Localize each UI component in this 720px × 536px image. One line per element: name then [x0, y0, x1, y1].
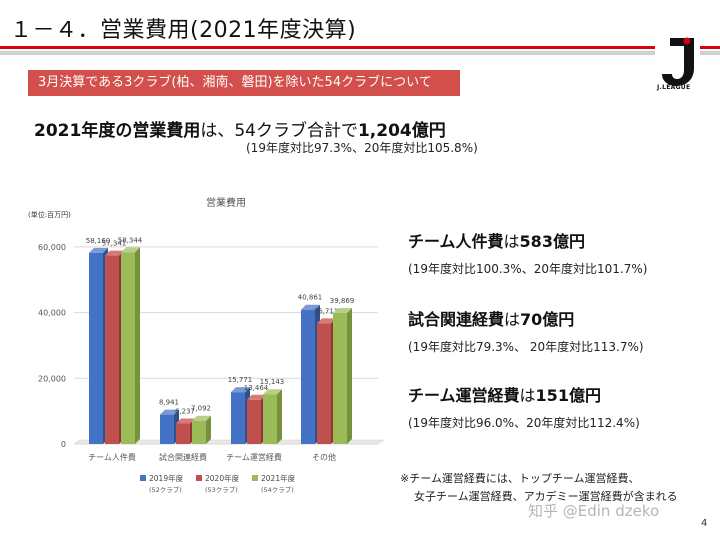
legend-note: (53クラブ) [205, 485, 238, 494]
jleague-logo [656, 34, 700, 90]
legend-swatch [252, 475, 258, 481]
data-label: 15,143 [260, 378, 285, 386]
bar-top [247, 394, 266, 400]
legend-swatch [196, 475, 202, 481]
stat-mid: は [503, 232, 520, 251]
bar-top [105, 250, 124, 256]
stat-personnel: チーム人件費は583億円 (19年度対比100.3%、20年度対比101.7%) [408, 228, 647, 277]
bar [263, 394, 277, 444]
bar [176, 423, 190, 444]
y-tick-label: 40,000 [38, 309, 66, 318]
stat-label: チーム運営経費 [408, 386, 520, 405]
stat-mid: は [504, 310, 521, 329]
bar-top [263, 389, 282, 395]
stat-label: 試合関連経費 [408, 310, 505, 329]
y-tick-label: 60,000 [38, 243, 66, 252]
header-rule-red [0, 46, 655, 49]
expense-chart: 営業費用 (単位:百万円) 0 20,000 40,000 60,000 58,160 57,… [28, 192, 388, 502]
data-label: 15,771 [228, 376, 253, 384]
legend-label: 2020年度 [205, 473, 240, 483]
bar [192, 420, 206, 444]
bar-top [301, 304, 320, 310]
legend-swatch [140, 475, 146, 481]
headline-lead: 2021年度の営業費用 [34, 121, 201, 141]
y-tick-label: 0 [61, 440, 66, 449]
header-rule-red-right [695, 46, 720, 49]
bar-top [160, 409, 179, 415]
chart-svg: 営業費用 (単位:百万円) 0 20,000 40,000 60,000 58,16057,… [28, 196, 385, 494]
chart-unit-label: (単位:百万円) [28, 210, 71, 219]
stat-match: 試合関連経費は70億円 (19年度対比79.3%、 20年度対比113.7%) [408, 306, 644, 355]
bar-top [333, 308, 352, 314]
bar-top [176, 418, 195, 424]
legend-label: 2021年度 [261, 473, 296, 483]
headline-value: 1,204億円 [357, 121, 446, 141]
header-rule-gray [0, 51, 655, 55]
stat-value: 70億円 [520, 310, 575, 329]
bar-top [121, 247, 140, 253]
data-label: 39,869 [330, 297, 355, 305]
bar [317, 323, 331, 444]
x-tick-label: チーム運営経費 [226, 452, 282, 462]
bar [333, 313, 347, 444]
data-label: 58,344 [118, 236, 143, 244]
chart-title: 営業費用 [206, 196, 246, 209]
data-label: 58,160 [86, 237, 111, 245]
data-label: 57,341 [102, 240, 127, 248]
headline-sub: (19年度対比97.3%、20年度対比105.8%) [246, 141, 478, 155]
x-tick-label: 試合関連経費 [159, 452, 207, 462]
bar [121, 252, 135, 444]
bar [160, 414, 174, 444]
x-tick-label: その他 [312, 452, 336, 462]
footnote-line2: 女子チーム運営経費、アカデミー運営経費が含まれる [414, 490, 678, 503]
data-label: 36,711 [314, 307, 339, 315]
headline-mid: は、54クラブ合計で [200, 121, 358, 141]
stat-value: 151億円 [535, 386, 601, 405]
bar-top [317, 318, 336, 324]
data-label: 8,941 [159, 399, 179, 407]
bar [301, 309, 315, 444]
headline: 2021年度の営業費用は、54クラブ合計で1,204億円 [34, 116, 446, 141]
stat-value: 583億円 [519, 232, 585, 251]
legend-note: (52クラブ) [149, 485, 182, 494]
logo-text: J.LEAGUE [657, 84, 691, 91]
stat-label: チーム人件費 [408, 232, 504, 251]
bar [89, 252, 103, 444]
page-title: １－４．営業費用(2021年度決算) [10, 18, 357, 43]
watermark: 知乎 @Edin dzeko [528, 502, 660, 520]
stat-mid: は [519, 386, 536, 405]
header-rule-gray-right [695, 51, 720, 55]
y-tick-label: 20,000 [38, 374, 66, 383]
legend-note: (54クラブ) [261, 485, 294, 494]
scope-banner: 3月決算である3クラブ(柏、湘南、磐田)を除いた54クラブについて [28, 70, 460, 96]
data-label: 40,861 [298, 294, 323, 302]
stat-sub: (19年度対比96.0%、20年度対比112.4%) [408, 416, 640, 430]
bar [247, 399, 261, 444]
data-label: 13,464 [244, 384, 269, 392]
footnote: ※チーム運営経費には、トップチーム運営経費、 女子チーム運営経費、アカデミー運営… [400, 470, 678, 506]
data-label: 6,237 [175, 408, 195, 416]
bar-side [206, 415, 211, 444]
bar-top [231, 387, 250, 393]
bar-side [347, 308, 352, 444]
bar-top [192, 415, 211, 421]
bar-side [135, 247, 140, 444]
page-number: 4 [701, 518, 708, 529]
legend-label: 2019年度 [149, 473, 184, 483]
stat-sub: (19年度対比79.3%、 20年度対比113.7%) [408, 340, 644, 354]
bar [105, 255, 119, 444]
stat-operation: チーム運営経費は151億円 (19年度対比96.0%、20年度対比112.4%) [408, 382, 640, 431]
bar-top [89, 247, 108, 253]
stat-sub: (19年度対比100.3%、20年度対比101.7%) [408, 262, 648, 276]
bar-side [277, 389, 282, 444]
x-tick-label: チーム人件費 [88, 452, 136, 462]
footnote-line1: ※チーム運営経費には、トップチーム運営経費、 [400, 472, 640, 485]
bar [231, 392, 245, 444]
data-label: 7,092 [191, 405, 211, 413]
